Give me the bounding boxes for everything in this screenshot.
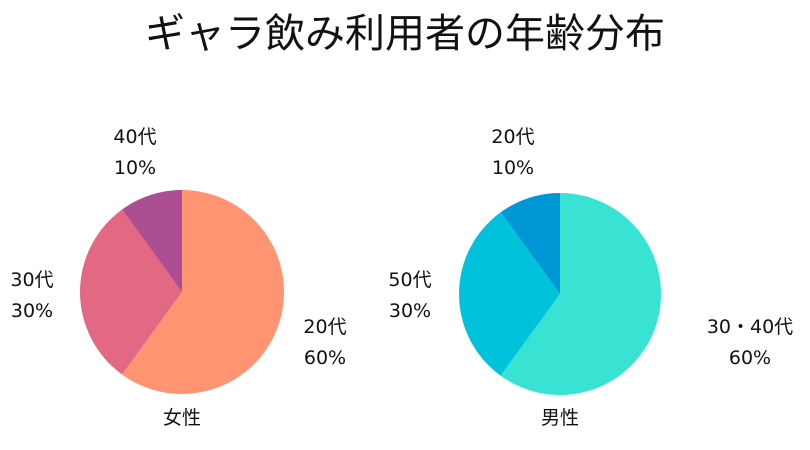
pie-chart-2: 30・40代 60% 50代 30% 20代 10% 男性 [388, 126, 793, 429]
slice-label: 40代 [113, 126, 156, 148]
slice-percent-label: 60% [304, 347, 346, 369]
slice-label: 20代 [491, 126, 534, 148]
slice-percent-label: 10% [114, 157, 156, 179]
slice-label: 50代 [388, 269, 431, 291]
pie-chart-1: 20代 60% 30代 30% 40代 10% 女性 [10, 126, 346, 429]
chart-title: 男性 [541, 407, 579, 429]
slice-percent-label: 10% [492, 157, 534, 179]
slice-percent-label: 30% [11, 300, 53, 322]
pie-slice-2 [79, 209, 182, 375]
slice-label: 30・40代 [707, 316, 793, 338]
page-title: ギャラ飲み利用者の年齢分布 [145, 11, 665, 57]
pie-slice-1 [122, 190, 285, 394]
slice-label: 20代 [303, 316, 346, 338]
pie-slice-2 [458, 212, 560, 376]
chart-title: 女性 [163, 407, 201, 429]
slice-percent-label: 60% [729, 347, 771, 369]
slice-label: 30代 [10, 269, 53, 291]
pie-slice-3 [500, 193, 560, 294]
pie-slice-3 [122, 190, 182, 292]
slice-percent-label: 30% [389, 300, 431, 322]
pie-slice-1 [500, 193, 661, 396]
